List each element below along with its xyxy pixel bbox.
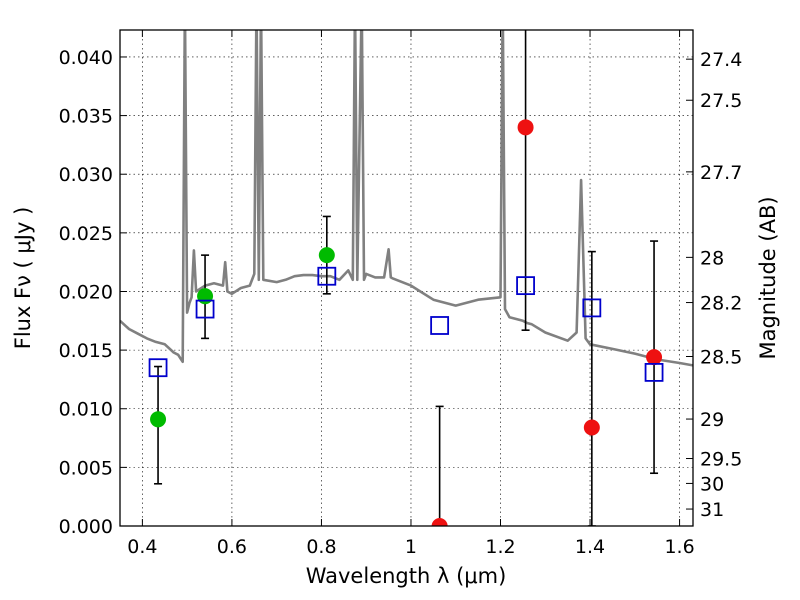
grid: [120, 30, 693, 527]
y2-tick-label: 27.5: [700, 90, 742, 112]
x-tick-label: 1.6: [664, 536, 694, 558]
y2-axis-label: Magnitude (AB): [756, 196, 780, 359]
y2-tick-label: 27.7: [700, 162, 742, 184]
y2-tick-label: 27.4: [700, 49, 742, 71]
y2-tick-label: 28.2: [700, 293, 742, 315]
x-tick-label: 1.4: [575, 536, 605, 558]
observed-point-red: [517, 119, 534, 136]
model-square: [148, 358, 168, 378]
y2-tick-label: 28: [700, 247, 724, 269]
y-tick-label: 0.025: [59, 223, 113, 245]
model-square: [317, 266, 337, 286]
model-square: [644, 362, 664, 382]
x-tick-label: 0.4: [127, 536, 157, 558]
observed-point-red: [583, 419, 600, 436]
model-square: [430, 316, 450, 335]
observed-point-green: [318, 247, 335, 264]
y-tick-label: 0.030: [59, 164, 113, 186]
y2-tick-label: 28.5: [700, 347, 742, 369]
y-tick-label: 0.020: [59, 281, 113, 303]
model-square: [516, 276, 535, 296]
y2-tick-label: 31: [700, 499, 724, 521]
x-axis-label: Wavelength λ (μm): [306, 564, 507, 588]
y-tick-label: 0.015: [59, 340, 113, 362]
y2-tick-label: 30: [700, 473, 724, 495]
observed-point-green: [150, 411, 167, 428]
observed-point-red: [646, 349, 663, 366]
y-axis-label: Flux Fν ( μJy ): [11, 207, 35, 350]
model-square: [195, 299, 215, 319]
ticks: 0.4 0.6 0.8 1 1.2 1.4 1.6 0.000 0.005 0.010 0.015 0…: [59, 30, 742, 558]
y2-tick-label: 29: [700, 409, 724, 431]
plot-area: [120, 30, 693, 526]
y-tick-label: 0.000: [59, 516, 113, 538]
observed-point-red: [431, 518, 448, 526]
x-tick-label: 0.8: [306, 536, 336, 558]
observed-point-green: [197, 288, 214, 305]
x-tick-label: 1.2: [485, 536, 515, 558]
x-tick-label: 1: [405, 536, 417, 558]
y-tick-label: 0.010: [59, 399, 113, 421]
x-tick-label: 0.6: [217, 536, 247, 558]
y-tick-label: 0.035: [59, 106, 113, 128]
y2-tick-label: 29.5: [700, 449, 742, 471]
y-tick-label: 0.040: [59, 47, 113, 69]
template-spectrum-line: [120, 30, 693, 367]
plot-frame: [119, 29, 694, 527]
model-square: [582, 298, 602, 318]
y-tick-label: 0.005: [59, 457, 113, 479]
